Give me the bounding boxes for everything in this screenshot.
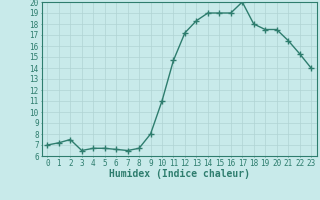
X-axis label: Humidex (Indice chaleur): Humidex (Indice chaleur) [109, 169, 250, 179]
